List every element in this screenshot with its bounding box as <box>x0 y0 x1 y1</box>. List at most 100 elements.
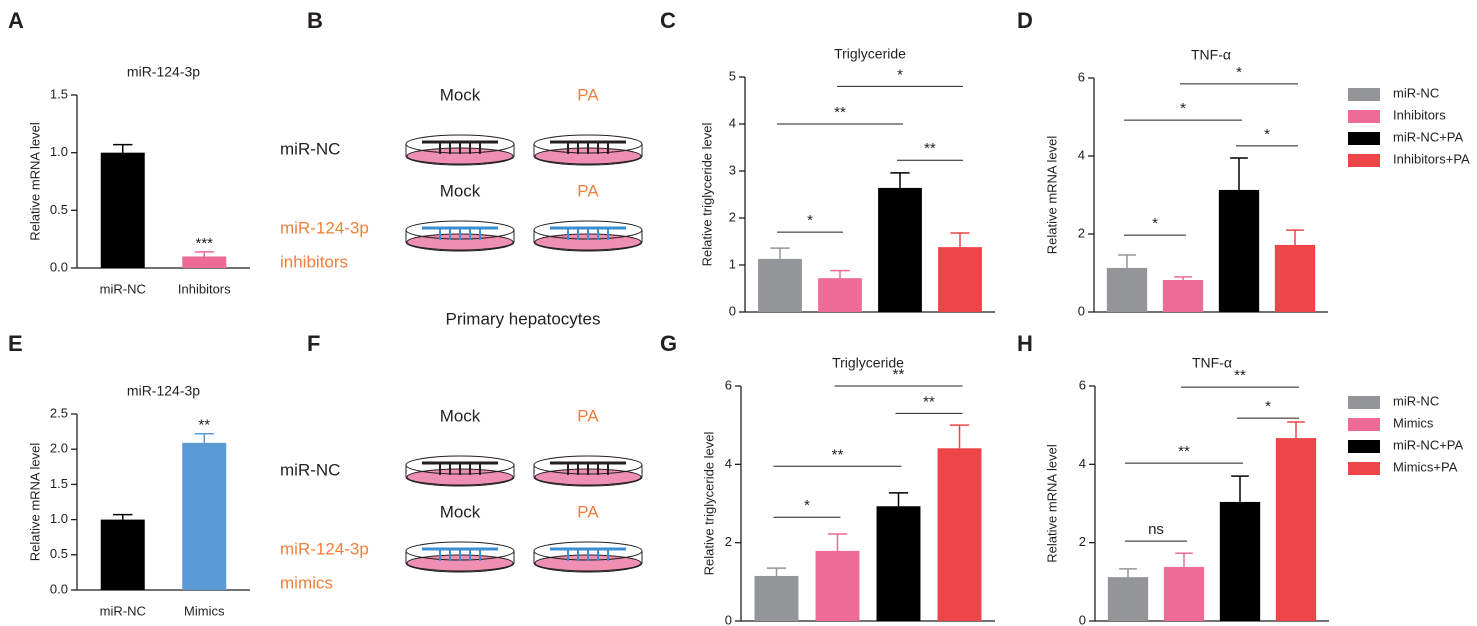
bracket-label: * <box>1264 126 1270 143</box>
y-tick-label: 6 <box>725 377 732 392</box>
column-label: Mock <box>440 85 481 104</box>
bar <box>878 187 922 312</box>
bracket-label: * <box>1180 100 1186 117</box>
y-axis-label: Relative mRNA level <box>27 443 42 562</box>
legend-swatch <box>1348 132 1380 145</box>
bracket-label: * <box>1152 215 1158 232</box>
legend-label: miR-NC <box>1393 393 1439 408</box>
bracket-label: ** <box>832 446 844 463</box>
legend-label: miR-NC+PA <box>1393 129 1464 144</box>
bar <box>1219 501 1261 621</box>
legend-label: Mimics+PA <box>1393 459 1458 474</box>
bar <box>100 152 145 268</box>
bracket-label: ** <box>1178 443 1190 460</box>
column-label: PA <box>577 406 599 425</box>
y-tick-label: 0 <box>1079 612 1086 626</box>
bracket-label: * <box>1236 64 1242 81</box>
legend-swatch <box>1348 396 1380 409</box>
y-tick-label: 2 <box>729 209 736 224</box>
caption: Primary hepatocytes <box>446 309 601 328</box>
y-tick-label: 4 <box>1078 147 1085 162</box>
panel-letter: G <box>660 331 677 356</box>
y-tick-label: 4 <box>725 456 732 471</box>
y-tick-label: 6 <box>1078 69 1085 84</box>
row-label: miR-NC <box>280 460 340 479</box>
y-tick-label: 0.5 <box>50 202 68 217</box>
column-label: PA <box>577 85 599 104</box>
y-tick-label: 0.0 <box>50 581 68 596</box>
legend-label: miR-NC <box>1393 85 1439 100</box>
panel-letter: C <box>660 8 676 33</box>
bar <box>1218 189 1260 312</box>
y-tick-label: 0.5 <box>50 546 68 561</box>
chart-title: miR-124-3p <box>127 383 200 399</box>
bar <box>182 256 227 268</box>
chart-title: miR-124-3p <box>127 64 200 80</box>
bar <box>1163 566 1205 621</box>
panel-letter: D <box>1017 8 1033 33</box>
legend-swatch <box>1348 110 1380 123</box>
x-tick-label: miR-NC <box>100 603 146 618</box>
panel-letter: E <box>8 331 23 356</box>
row-label: miR-NC <box>280 139 340 158</box>
bar <box>818 278 862 312</box>
y-tick-label: 1.5 <box>50 476 68 491</box>
y-axis-label: Relative triglyceride level <box>699 122 714 266</box>
legend-swatch <box>1348 88 1380 101</box>
bar <box>754 575 799 621</box>
chart-title: TNF-α <box>1191 47 1231 63</box>
bracket-label: ** <box>1234 367 1246 384</box>
bracket-label: ** <box>924 140 936 157</box>
column-label: Mock <box>440 406 481 425</box>
bar <box>937 448 982 621</box>
y-tick-label: 6 <box>1079 377 1086 392</box>
y-tick-label: 0 <box>725 612 732 626</box>
y-tick-label: 0 <box>1078 303 1085 318</box>
y-tick-label: 0.0 <box>50 259 68 274</box>
row-label: miR-124-3p <box>280 539 369 558</box>
legend-swatch <box>1348 154 1380 167</box>
bracket-label: * <box>807 212 813 229</box>
bar <box>876 506 921 621</box>
panel-letter: F <box>307 331 320 356</box>
y-tick-label: 2.5 <box>50 405 68 420</box>
chart-title: TNF-α <box>1192 355 1232 371</box>
legend-swatch <box>1348 418 1380 431</box>
bracket-label: ns <box>1148 521 1164 538</box>
bar <box>815 550 860 621</box>
legend-label: Inhibitors <box>1393 107 1446 122</box>
bar <box>1106 267 1148 312</box>
row-label: mimics <box>280 573 333 592</box>
bar <box>1107 577 1149 621</box>
y-tick-label: 2 <box>1078 225 1085 240</box>
bar <box>100 519 145 590</box>
bar <box>1275 438 1317 621</box>
panel-letter: A <box>8 8 24 33</box>
legend-label: Mimics <box>1393 415 1434 430</box>
y-axis-label: Relative mRNA level <box>1044 444 1059 563</box>
panel-letter: H <box>1017 331 1033 356</box>
row-label: miR-124-3p <box>280 218 369 237</box>
column-label: PA <box>577 181 599 200</box>
y-axis-label: Relative triglyceride level <box>701 431 716 575</box>
bracket-label: * <box>1265 398 1271 415</box>
legend-label: Inhibitors+PA <box>1393 151 1470 166</box>
y-tick-label: 1.0 <box>50 511 68 526</box>
bracket-label: ** <box>834 104 846 121</box>
bracket-label: ** <box>893 366 905 383</box>
y-tick-label: 4 <box>729 115 736 130</box>
chart-title: Triglyceride <box>832 355 904 371</box>
bracket-label: * <box>804 497 810 514</box>
column-label: PA <box>577 502 599 521</box>
legend-label: miR-NC+PA <box>1393 437 1464 452</box>
column-label: Mock <box>440 502 481 521</box>
bracket-label: ** <box>923 393 935 410</box>
y-tick-label: 3 <box>729 162 736 177</box>
bar <box>182 442 227 590</box>
bar <box>1274 244 1316 312</box>
x-tick-label: Mimics <box>184 603 225 618</box>
y-tick-label: 1.5 <box>50 86 68 101</box>
bracket-label: * <box>897 66 903 83</box>
y-tick-label: 0 <box>729 303 736 318</box>
